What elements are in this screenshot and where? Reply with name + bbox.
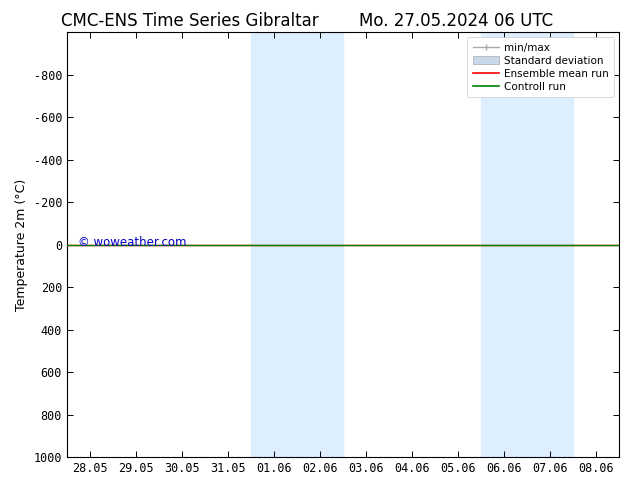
Y-axis label: Temperature 2m (°C): Temperature 2m (°C) [15, 178, 28, 311]
Bar [251, 32, 343, 457]
Bar [481, 32, 573, 457]
Text: © woweather.com: © woweather.com [78, 236, 186, 249]
Text: CMC-ENS Time Series Gibraltar: CMC-ENS Time Series Gibraltar [61, 12, 319, 30]
Text: Mo. 27.05.2024 06 UTC: Mo. 27.05.2024 06 UTC [359, 12, 553, 30]
Legend: min/max, Standard deviation, Ensemble mean run, Controll run: min/max, Standard deviation, Ensemble me… [467, 37, 614, 97]
